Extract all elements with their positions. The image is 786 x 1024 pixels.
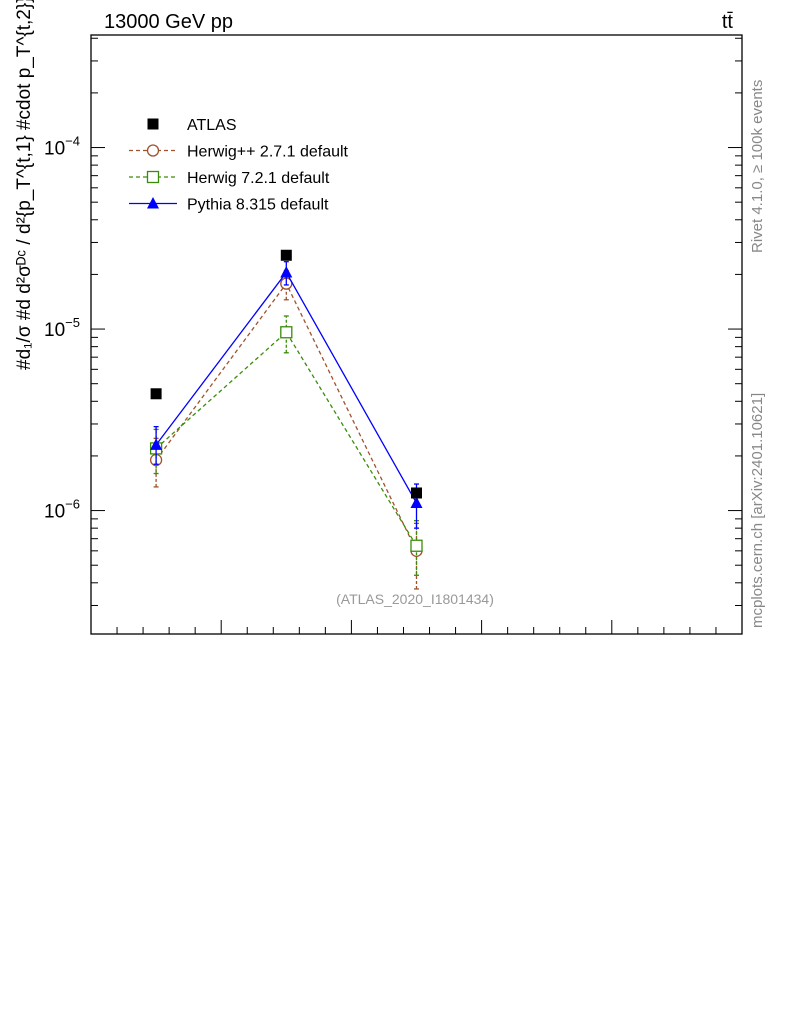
legend: ATLAS Herwig++ 2.7.1 default Herwig 7.2.1 …: [129, 117, 349, 214]
data-point: [410, 539, 423, 552]
legend-label: Pythia 8.315 default: [187, 197, 329, 214]
header-right-label: tt̄: [722, 11, 734, 33]
y-tick-labels: 10−6 10−5 10−4: [44, 134, 80, 523]
y-axis-label: #d₁/σ #d d²σᴰᶜ / d²{p_T^{t,1} #cdot p_T^…: [14, 0, 35, 370]
series-line: [155, 271, 418, 504]
series-herwig-7-2-1-default: [149, 315, 423, 576]
y-tick-label: 10−5: [44, 315, 80, 341]
analysis-label: (ATLAS_2020_I1801434): [336, 591, 494, 607]
data-point: [280, 249, 292, 261]
plot-frame: [90, 34, 743, 635]
rivet-label: Rivet 4.1.0, ≥ 100k events: [749, 80, 766, 253]
legend-marker: [146, 144, 160, 157]
legend-item: Pythia 8.315 default: [129, 197, 329, 214]
y-tick-label: 10−4: [44, 134, 80, 160]
legend-marker: [147, 197, 159, 209]
legend-marker: [147, 118, 159, 130]
source-label: mcplots.cern.ch [arXiv:2401.10621]: [749, 393, 766, 628]
legend-item: Herwig++ 2.7.1 default: [129, 144, 349, 161]
series-line: [155, 331, 418, 547]
series-atlas: [150, 249, 422, 499]
axis-ticks: [90, 37, 743, 634]
legend-item: ATLAS: [147, 117, 237, 134]
data-point: [280, 326, 293, 339]
data-point: [280, 265, 293, 278]
header-left-label: 13000 GeV pp: [104, 11, 233, 33]
legend-item: Herwig 7.2.1 default: [129, 170, 330, 187]
data-point: [411, 487, 422, 499]
y-tick-label: 10−6: [44, 497, 80, 523]
legend-label: ATLAS: [187, 117, 237, 134]
legend-label: Herwig 7.2.1 default: [187, 170, 330, 187]
legend-label: Herwig++ 2.7.1 default: [187, 144, 349, 161]
series-herwig-2-7-1-default: [149, 269, 423, 590]
data-point: [150, 438, 163, 450]
series-layer: [149, 249, 423, 590]
data-point: [410, 496, 423, 509]
data-point: [150, 388, 162, 400]
legend-marker: [146, 170, 160, 184]
series-line: [155, 282, 418, 552]
